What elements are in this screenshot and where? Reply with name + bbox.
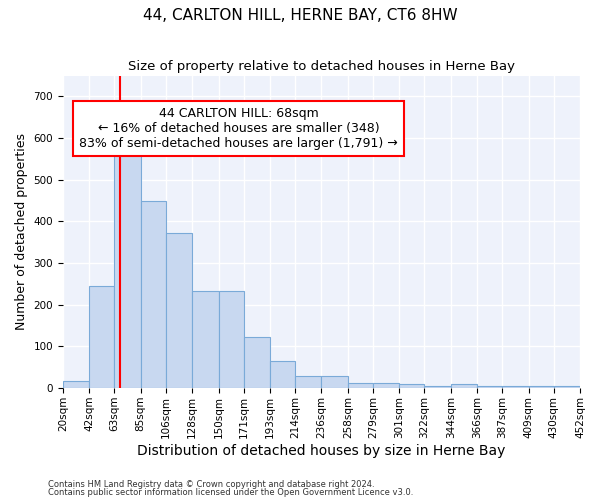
- Y-axis label: Number of detached properties: Number of detached properties: [15, 134, 28, 330]
- Bar: [295, 376, 322, 388]
- Bar: [322, 376, 348, 388]
- Bar: [63, 381, 89, 388]
- Bar: [554, 386, 580, 388]
- Bar: [451, 384, 477, 388]
- Bar: [270, 361, 295, 388]
- Bar: [348, 383, 373, 388]
- Bar: [373, 383, 399, 388]
- Bar: [529, 386, 554, 388]
- X-axis label: Distribution of detached houses by size in Herne Bay: Distribution of detached houses by size …: [137, 444, 506, 458]
- Bar: [477, 386, 502, 388]
- Bar: [218, 291, 244, 388]
- Text: Contains HM Land Registry data © Crown copyright and database right 2024.: Contains HM Land Registry data © Crown c…: [48, 480, 374, 489]
- Text: 44 CARLTON HILL: 68sqm  
← 16% of detached houses are smaller (348)
83% of semi-: 44 CARLTON HILL: 68sqm ← 16% of detached…: [79, 107, 398, 150]
- Bar: [141, 200, 166, 388]
- Bar: [192, 291, 218, 388]
- Bar: [424, 386, 451, 388]
- Text: 44, CARLTON HILL, HERNE BAY, CT6 8HW: 44, CARLTON HILL, HERNE BAY, CT6 8HW: [143, 8, 457, 22]
- Bar: [399, 384, 424, 388]
- Bar: [244, 338, 270, 388]
- Bar: [89, 286, 115, 388]
- Text: Contains public sector information licensed under the Open Government Licence v3: Contains public sector information licen…: [48, 488, 413, 497]
- Bar: [166, 233, 192, 388]
- Bar: [115, 144, 141, 388]
- Bar: [502, 386, 529, 388]
- Title: Size of property relative to detached houses in Herne Bay: Size of property relative to detached ho…: [128, 60, 515, 73]
